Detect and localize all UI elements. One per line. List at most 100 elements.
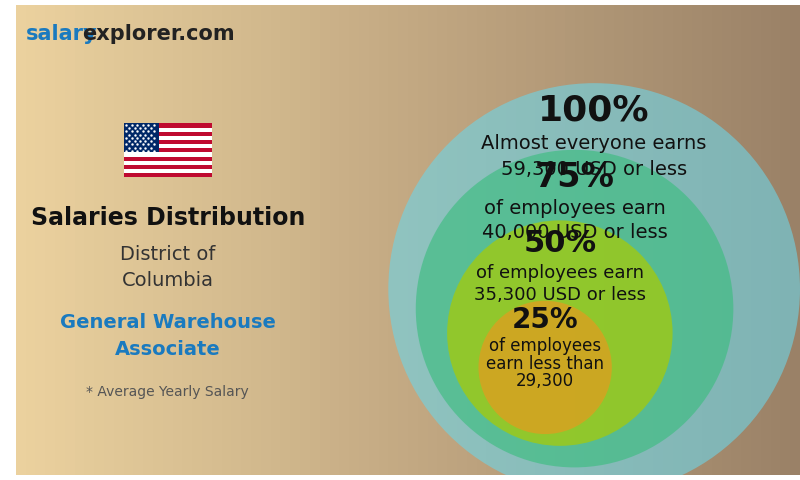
Bar [339, 5, 350, 475]
Text: 25%: 25% [512, 306, 578, 335]
Bar [124, 123, 212, 128]
Bar [741, 5, 752, 475]
Bar [290, 5, 301, 475]
Bar [526, 5, 536, 475]
Bar [584, 5, 595, 475]
Text: of employees earn: of employees earn [484, 199, 666, 218]
Bar [153, 5, 164, 475]
Bar [212, 5, 222, 475]
Text: of employees earn: of employees earn [476, 264, 644, 282]
Bar [261, 5, 272, 475]
Bar [359, 5, 370, 475]
Circle shape [478, 301, 612, 434]
Bar [124, 156, 212, 161]
Circle shape [447, 220, 673, 446]
Bar [251, 5, 262, 475]
Bar [555, 5, 566, 475]
Bar [163, 5, 174, 475]
Bar [192, 5, 203, 475]
Bar [398, 5, 409, 475]
Bar [418, 5, 429, 475]
Bar [545, 5, 556, 475]
Bar [281, 5, 291, 475]
Bar [653, 5, 664, 475]
Text: 75%: 75% [534, 161, 614, 194]
Bar [761, 5, 771, 475]
Bar [114, 5, 125, 475]
Bar [270, 5, 282, 475]
Bar [702, 5, 713, 475]
Bar [369, 5, 379, 475]
Bar [447, 5, 458, 475]
Bar [457, 5, 468, 475]
Bar [104, 5, 115, 475]
Text: 40,000 USD or less: 40,000 USD or less [482, 223, 667, 241]
Bar [124, 173, 212, 177]
Bar [378, 5, 390, 475]
Bar [26, 5, 37, 475]
Bar [202, 5, 213, 475]
Bar [124, 123, 159, 152]
Bar [134, 5, 144, 475]
Bar [124, 123, 212, 177]
Bar [496, 5, 507, 475]
Bar [466, 5, 478, 475]
Bar [74, 5, 86, 475]
Bar [506, 5, 517, 475]
Text: General Warehouse
Associate: General Warehouse Associate [60, 313, 276, 359]
Bar [604, 5, 614, 475]
Bar [388, 5, 399, 475]
Bar [300, 5, 311, 475]
Bar [231, 5, 242, 475]
Bar [173, 5, 183, 475]
Bar [712, 5, 722, 475]
Bar [65, 5, 76, 475]
Bar [692, 5, 703, 475]
Bar [780, 5, 791, 475]
Bar [516, 5, 526, 475]
Text: 100%: 100% [538, 94, 650, 128]
Bar [124, 140, 212, 144]
Text: of employees: of employees [489, 337, 602, 355]
Bar [124, 165, 212, 169]
Bar [94, 5, 105, 475]
Text: salary: salary [26, 24, 98, 44]
Bar [662, 5, 674, 475]
Text: 59,300 USD or less: 59,300 USD or less [501, 160, 687, 179]
Bar [770, 5, 782, 475]
Bar [320, 5, 330, 475]
Bar [722, 5, 732, 475]
Text: earn less than: earn less than [486, 355, 604, 372]
Bar [124, 5, 134, 475]
Bar [565, 5, 575, 475]
Text: District of
Columbia: District of Columbia [120, 245, 215, 290]
Bar [634, 5, 644, 475]
Circle shape [416, 150, 734, 468]
Bar [330, 5, 340, 475]
Bar [85, 5, 95, 475]
Bar [477, 5, 487, 475]
Bar [643, 5, 654, 475]
Bar [731, 5, 742, 475]
Circle shape [388, 83, 800, 480]
Bar [486, 5, 497, 475]
Text: Almost everyone earns: Almost everyone earns [482, 134, 707, 154]
Bar [614, 5, 625, 475]
Text: explorer.com: explorer.com [82, 24, 235, 44]
Bar [143, 5, 154, 475]
Bar [222, 5, 233, 475]
Bar [751, 5, 762, 475]
Bar [790, 5, 800, 475]
Bar [124, 148, 212, 152]
Bar [182, 5, 194, 475]
Bar [623, 5, 634, 475]
Bar [682, 5, 693, 475]
Bar [310, 5, 321, 475]
Bar [124, 132, 212, 136]
Bar [408, 5, 418, 475]
Text: * Average Yearly Salary: * Average Yearly Salary [86, 385, 249, 399]
Bar [55, 5, 66, 475]
Bar [16, 5, 26, 475]
Bar [427, 5, 438, 475]
Bar [673, 5, 683, 475]
